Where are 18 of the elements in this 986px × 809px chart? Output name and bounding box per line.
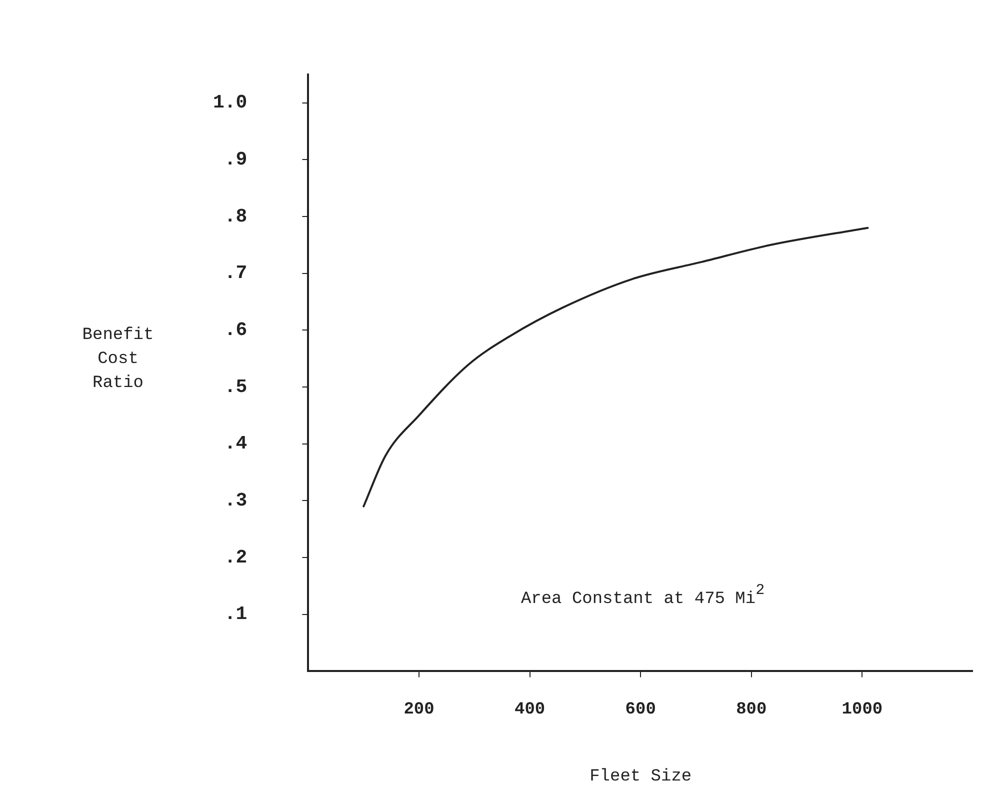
x-axis-title: Fleet Size <box>590 767 692 786</box>
x-tick-label: 400 <box>514 700 546 720</box>
y-tick-label: .7 <box>224 262 248 284</box>
y-tick-label: .9 <box>224 148 248 170</box>
y-tick-label: .1 <box>224 603 248 626</box>
y-tick-label: 1.0 <box>212 92 248 114</box>
y-tick-label: .2 <box>224 546 248 568</box>
y-tick-label: .8 <box>224 205 248 228</box>
y-tick-label: .4 <box>224 432 248 455</box>
y-axis-title: Benefit Cost Ratio <box>82 326 154 394</box>
y-tick-label: .6 <box>224 318 248 341</box>
x-tick-label: 200 <box>404 700 434 720</box>
y-tick-label: .5 <box>224 376 248 398</box>
line-series <box>362 226 869 508</box>
x-tick-label: 800 <box>736 700 767 720</box>
x-tick-label: 1000 <box>842 700 883 720</box>
y-tick-label: .3 <box>224 489 248 512</box>
x-tick-label: 600 <box>625 700 656 720</box>
